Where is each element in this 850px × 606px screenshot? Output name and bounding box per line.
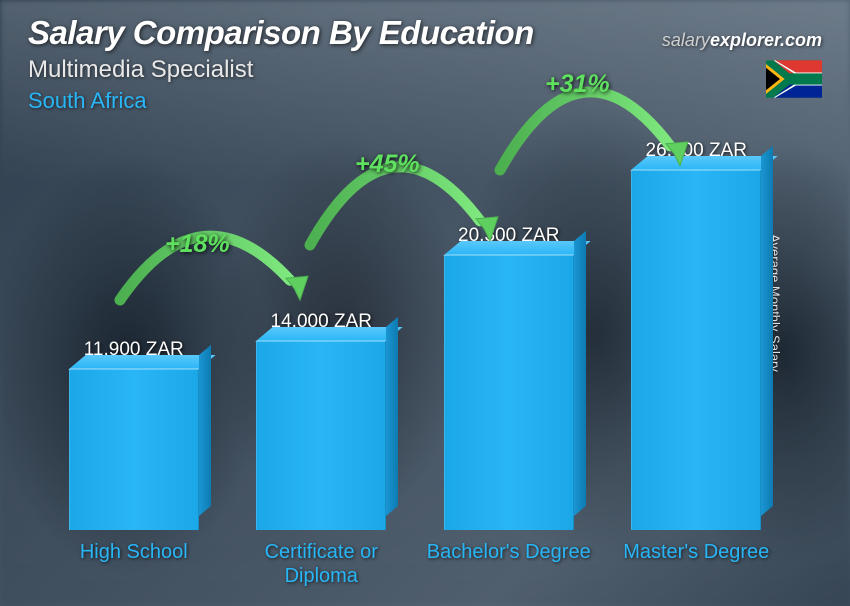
bar-category-label: Certificate or Diploma (231, 540, 411, 588)
bar-3d (69, 369, 199, 530)
jump-arrow: +18% (110, 210, 320, 335)
chart-subtitle: Multimedia Specialist (28, 56, 822, 84)
bar-top-face (69, 355, 216, 369)
bar-side-face (386, 317, 398, 516)
bar-category-label: High School (80, 540, 188, 588)
bar-front-face (69, 369, 199, 530)
bar-side-face (199, 345, 211, 516)
bar-front-face (256, 341, 386, 530)
chart-title: Salary Comparison By Education (28, 14, 822, 52)
bar-3d (444, 255, 574, 530)
bar-group: 11,900 ZAR High School (44, 339, 224, 588)
jump-arrow: +45% (300, 135, 510, 280)
jump-percent-label: +18% (165, 230, 230, 259)
bar-group: 14,000 ZAR Certificate or Diploma (231, 311, 411, 588)
bar-side-face (761, 146, 773, 516)
bar-category-label: Bachelor's Degree (427, 540, 591, 588)
bar-group: 26,600 ZAR Master's Degree (606, 140, 786, 588)
chart-country: South Africa (28, 88, 822, 114)
bar-front-face (631, 170, 761, 530)
bar-3d (631, 170, 761, 530)
header: Salary Comparison By Education Multimedi… (28, 14, 822, 114)
bar-front-face (444, 255, 574, 530)
bar-side-face (574, 231, 586, 516)
bar-3d (256, 341, 386, 530)
jump-percent-label: +45% (355, 150, 420, 179)
bar-category-label: Master's Degree (623, 540, 769, 588)
